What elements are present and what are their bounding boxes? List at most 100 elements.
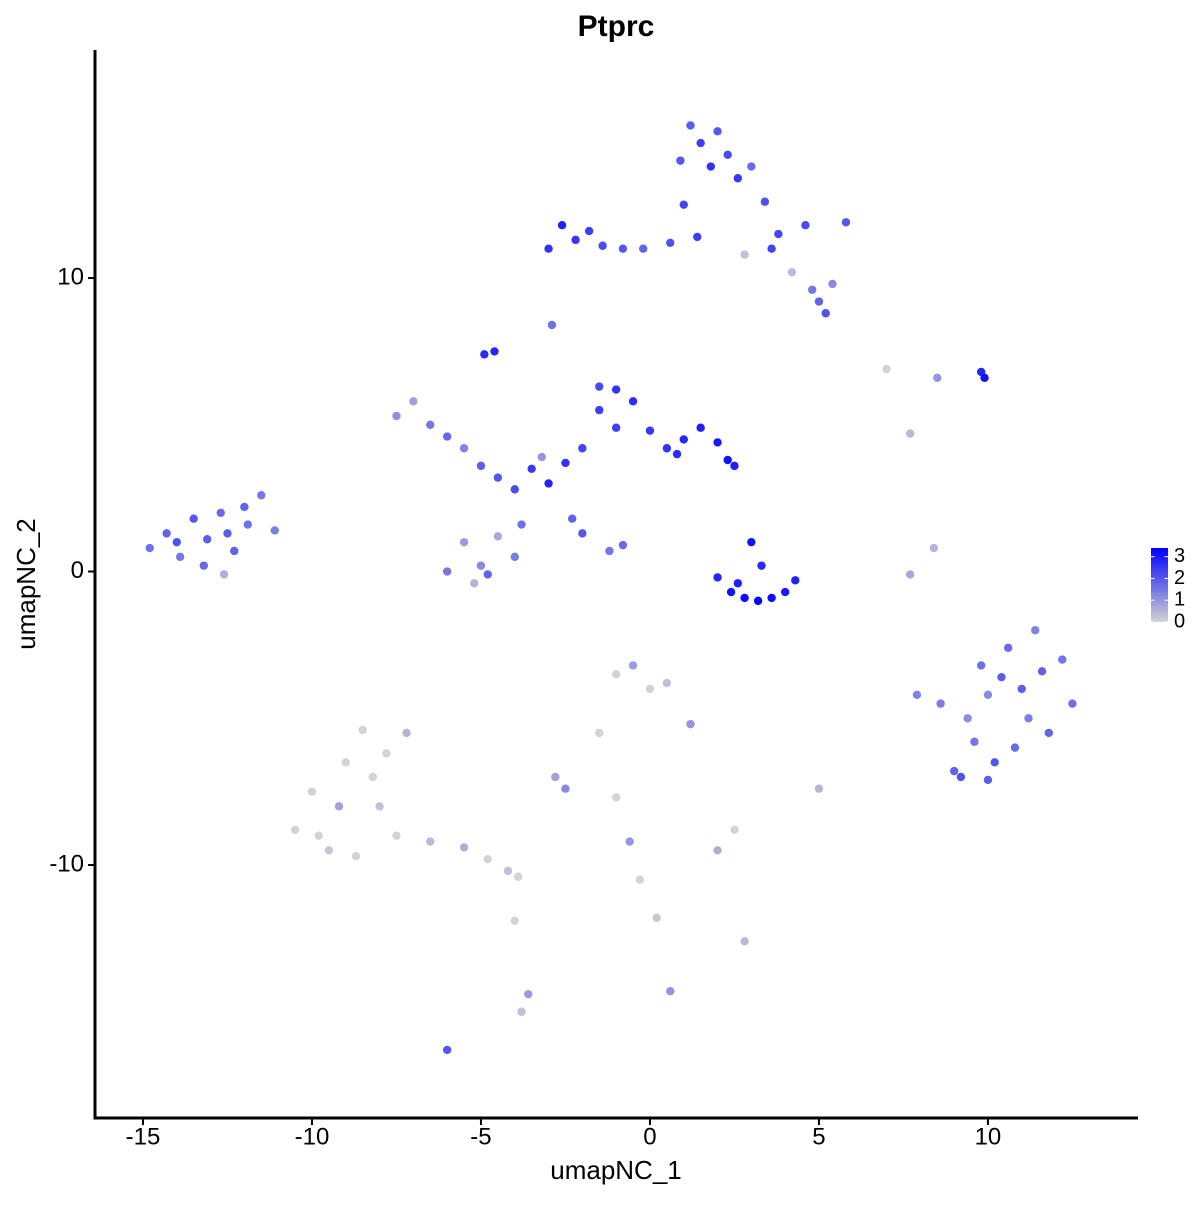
point <box>307 787 317 796</box>
chart-title: Ptprc <box>578 10 655 43</box>
point <box>203 535 212 544</box>
point <box>679 435 688 444</box>
point <box>791 576 800 585</box>
point <box>426 837 435 846</box>
point <box>906 429 915 438</box>
point <box>595 405 604 415</box>
point <box>442 567 452 576</box>
point <box>578 529 587 538</box>
point <box>513 872 523 881</box>
point <box>774 229 783 239</box>
colorbar-label: 0 <box>1174 610 1185 632</box>
point <box>595 382 604 391</box>
point <box>442 432 452 441</box>
point <box>628 661 638 670</box>
point <box>459 843 469 852</box>
point <box>368 772 378 782</box>
y-tick-label: -10 <box>49 850 84 877</box>
x-tick-label: 5 <box>812 1123 825 1150</box>
point <box>970 737 979 746</box>
point <box>324 846 334 855</box>
point <box>828 279 837 289</box>
point <box>510 485 519 494</box>
point <box>639 244 648 253</box>
point <box>757 561 766 570</box>
y-tick-label: 10 <box>57 263 84 290</box>
point <box>652 913 661 923</box>
point <box>351 852 361 861</box>
colorbar-label: 2 <box>1174 567 1185 589</box>
point <box>645 426 655 435</box>
point <box>162 529 171 538</box>
point <box>686 121 695 130</box>
point <box>740 937 749 946</box>
point <box>561 784 570 793</box>
point <box>730 461 739 471</box>
point <box>493 532 503 541</box>
point <box>476 461 486 471</box>
point <box>713 127 722 136</box>
point <box>1058 655 1067 664</box>
point <box>537 452 547 462</box>
point <box>983 775 993 785</box>
point <box>470 579 479 588</box>
point <box>584 226 594 236</box>
point <box>341 758 350 767</box>
point <box>983 690 993 699</box>
point <box>382 749 391 758</box>
point <box>459 537 469 547</box>
point <box>476 561 486 570</box>
point <box>230 546 239 556</box>
point <box>172 537 181 547</box>
point <box>517 520 526 529</box>
point <box>527 464 536 474</box>
point <box>821 309 830 318</box>
point <box>223 529 232 538</box>
point <box>882 364 891 374</box>
y-tick-label: 0 <box>71 557 84 584</box>
point <box>510 916 519 925</box>
point <box>841 218 851 227</box>
y-axis-title: umapNC_2 <box>11 518 41 650</box>
x-tick-label: -10 <box>295 1123 330 1150</box>
point <box>730 825 739 834</box>
points <box>145 121 1077 1055</box>
point <box>611 385 621 394</box>
point <box>696 138 705 148</box>
point <box>1010 743 1020 752</box>
point <box>392 831 401 840</box>
point <box>571 235 580 245</box>
point <box>990 758 999 767</box>
point <box>676 156 685 165</box>
point <box>459 444 469 453</box>
point <box>392 411 401 421</box>
point <box>635 875 645 884</box>
point <box>906 570 915 579</box>
point <box>611 793 621 802</box>
point <box>733 174 743 183</box>
colorbar-label: 1 <box>1174 589 1185 611</box>
point <box>578 444 587 453</box>
point <box>963 714 972 723</box>
point <box>270 526 280 535</box>
point <box>713 438 722 447</box>
point <box>524 989 533 999</box>
point <box>290 825 300 834</box>
point <box>693 232 702 242</box>
point <box>696 423 705 432</box>
point <box>747 537 756 547</box>
point <box>199 561 209 570</box>
point <box>625 837 634 846</box>
point <box>483 570 492 579</box>
point <box>442 1045 452 1055</box>
point <box>787 267 797 277</box>
x-axis-title: umapNC_1 <box>550 1155 682 1185</box>
point <box>997 672 1006 682</box>
point <box>243 520 252 529</box>
point <box>956 772 966 782</box>
point <box>517 1007 526 1016</box>
point <box>814 784 824 793</box>
point <box>672 449 682 459</box>
